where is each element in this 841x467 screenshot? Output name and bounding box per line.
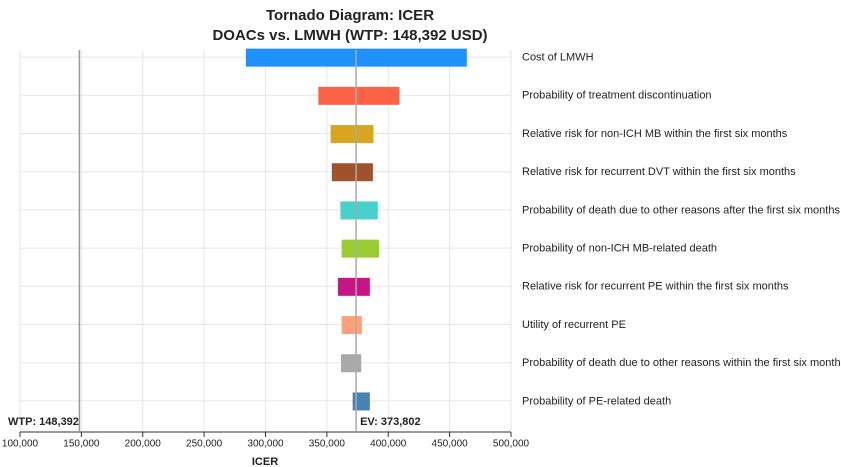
category-label: Probability of death due to other reason… bbox=[522, 204, 840, 216]
x-tick-label: 350,000 bbox=[309, 439, 346, 450]
category-label: Relative risk for recurrent DVT within t… bbox=[522, 166, 796, 178]
category-label: Probability of non-ICH MB-related death bbox=[522, 243, 717, 255]
bar bbox=[330, 125, 374, 144]
bar bbox=[331, 163, 373, 182]
bar bbox=[341, 239, 380, 258]
bar bbox=[318, 86, 400, 105]
ev-label: EV: 373,802 bbox=[360, 416, 421, 428]
category-label: Relative risk for recurrent PE within th… bbox=[522, 281, 789, 293]
wtp-label: WTP: 148,392 bbox=[8, 416, 79, 428]
x-axis-label: ICER bbox=[252, 456, 278, 467]
category-label: Relative risk for non-ICH MB within the … bbox=[522, 128, 788, 140]
bar bbox=[352, 392, 370, 411]
category-label: Probability of PE-related death bbox=[522, 395, 671, 407]
x-tick-label: 150,000 bbox=[63, 439, 100, 450]
category-label: Probability of treatment discontinuation bbox=[522, 90, 712, 102]
bar bbox=[341, 316, 362, 335]
category-label: Utility of recurrent PE bbox=[522, 319, 626, 331]
x-tick-label: 300,000 bbox=[247, 439, 284, 450]
bar bbox=[337, 277, 370, 296]
x-tick-label: 400,000 bbox=[370, 439, 407, 450]
category-label: Cost of LMWH bbox=[522, 52, 594, 64]
bar bbox=[340, 201, 378, 220]
category-label: Probability of death due to other reason… bbox=[522, 357, 841, 369]
x-tick-label: 250,000 bbox=[186, 439, 223, 450]
chart-subtitle: DOACs vs. LMWH (WTP: 148,392 USD) bbox=[212, 27, 487, 44]
chart-title: Tornado Diagram: ICER bbox=[266, 7, 434, 24]
x-tick-label: 450,000 bbox=[432, 439, 469, 450]
x-tick-label: 200,000 bbox=[125, 439, 162, 450]
x-tick-label: 100,000 bbox=[2, 439, 39, 450]
bar bbox=[340, 354, 362, 373]
x-tick-label: 500,000 bbox=[493, 439, 530, 450]
